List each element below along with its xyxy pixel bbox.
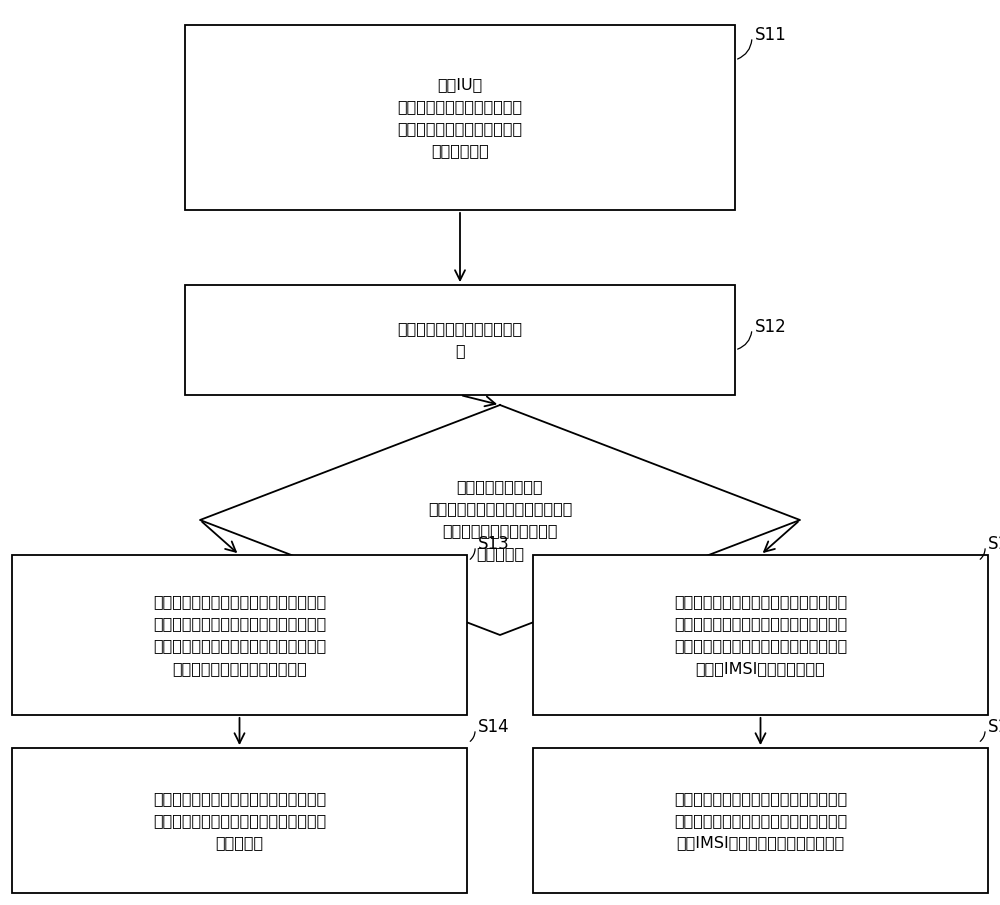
Polygon shape (200, 405, 800, 635)
Text: 将所述统计报表上报给核心网设备，以使
核心网设备根据所述统计报表调整统计报
表中IMSI对应的寻呼消息的寻呼间隔: 将所述统计报表上报给核心网设备，以使 核心网设备根据所述统计报表调整统计报 表中… (674, 791, 847, 850)
Bar (185, 25, 735, 210)
Text: S16: S16 (988, 718, 1000, 736)
Bar (533, 748, 988, 893)
Bar (12, 555, 467, 715)
Text: S14: S14 (478, 718, 510, 736)
Text: 当在所述寻呼子信道上需要调度发送的寻
呼消息数量大于或等于该寻呼子信道的寻
呼容量阈值时，查看该寻呼子信道上需要
调度发送的寻呼消息的寻呼原因: 当在所述寻呼子信道上需要调度发送的寻 呼消息数量大于或等于该寻呼子信道的寻 呼容… (153, 595, 326, 676)
Text: 当在所述寻呼子信道上需要调度发送的寻
呼消息数量大于该寻呼子信道的寻呼容量
时，统计寻呼消息中携带的国际移动用户
识别码IMSI，得到统计报表: 当在所述寻呼子信道上需要调度发送的寻 呼消息数量大于该寻呼子信道的寻呼容量 时，… (674, 595, 847, 676)
Text: S13: S13 (478, 535, 510, 553)
Bar (533, 555, 988, 715)
Bar (185, 285, 735, 395)
Text: 比较所述寻呼子信道
上需要调度发送的寻呼消息数量、
寻呼容量、寻呼子信道的寻
呼容量阈值: 比较所述寻呼子信道 上需要调度发送的寻呼消息数量、 寻呼容量、寻呼子信道的寻 呼… (428, 480, 572, 561)
Text: 根据IU接
口收到的寻呼消息数量，确定
寻呼子信道上需要调度发送的
寻呼消息数量: 根据IU接 口收到的寻呼消息数量，确定 寻呼子信道上需要调度发送的 寻呼消息数量 (397, 77, 523, 158)
Text: S15: S15 (988, 535, 1000, 553)
Text: 根据每一寻呼消息的寻呼原因，按照预设
的寻呼优先级顺序发送所述需要调度发送
的寻呼消息: 根据每一寻呼消息的寻呼原因，按照预设 的寻呼优先级顺序发送所述需要调度发送 的寻… (153, 791, 326, 850)
Text: 获取所述寻呼子信道的寻呼容
量: 获取所述寻呼子信道的寻呼容 量 (397, 321, 523, 358)
Text: S11: S11 (755, 26, 787, 44)
Bar (12, 748, 467, 893)
Text: S12: S12 (755, 318, 787, 336)
